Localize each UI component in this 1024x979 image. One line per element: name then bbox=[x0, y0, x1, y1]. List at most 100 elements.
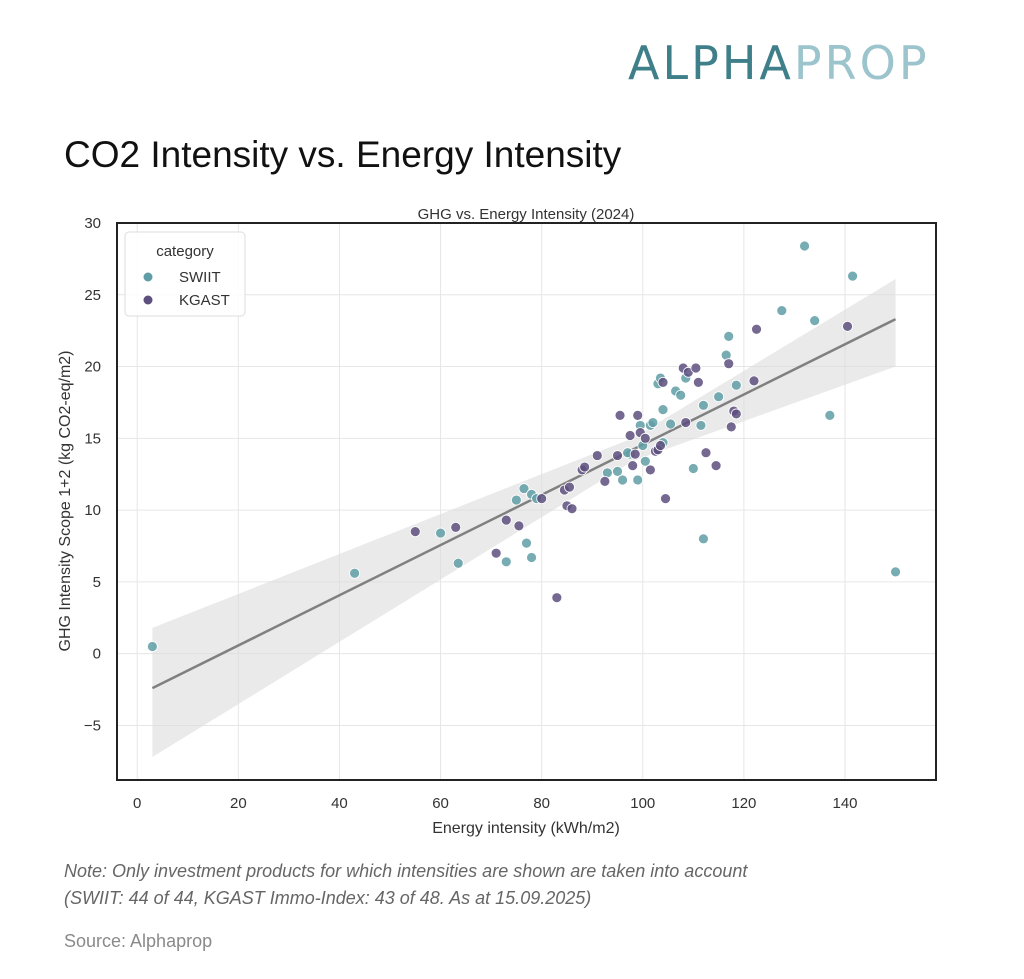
data-point-kgast bbox=[644, 464, 656, 476]
data-point-swiit bbox=[687, 463, 699, 474]
data-point-swiit bbox=[435, 527, 446, 539]
data-point-kgast bbox=[748, 375, 760, 387]
logo-part-alpha: ALPHA bbox=[628, 36, 794, 90]
data-point-swiit bbox=[730, 379, 742, 391]
data-point-swiit bbox=[799, 240, 810, 252]
data-point-kgast bbox=[657, 376, 669, 388]
footnote-line-1: Note: Only investment products for which… bbox=[64, 861, 748, 881]
x-tick-label: 120 bbox=[731, 795, 756, 812]
x-axis-label: Energy intensity (kWh/m2) bbox=[432, 820, 620, 837]
chart-title: GHG vs. Energy Intensity (2024) bbox=[418, 206, 635, 223]
x-tick-label: 0 bbox=[133, 795, 141, 812]
footnote-line-2: (SWIIT: 44 of 44, KGAST Immo-Index: 43 o… bbox=[64, 888, 592, 908]
y-tick-label: 30 bbox=[84, 215, 101, 232]
data-point-swiit bbox=[809, 315, 821, 327]
data-point-kgast bbox=[660, 493, 671, 505]
y-tick-labels: −5 0 5 10 15 20 25 30 bbox=[84, 215, 101, 734]
y-axis-label: GHG Intensity Scope 1+2 (kg CO2-eq/m2) bbox=[57, 350, 74, 651]
data-point-kgast bbox=[599, 476, 611, 487]
y-tick-label: 15 bbox=[84, 430, 101, 447]
x-tick-label: 20 bbox=[230, 795, 247, 812]
data-point-swiit bbox=[349, 567, 361, 579]
data-point-kgast bbox=[723, 358, 735, 370]
data-point-kgast bbox=[690, 362, 702, 374]
legend-box bbox=[124, 231, 246, 317]
data-point-kgast bbox=[513, 520, 525, 532]
footnote: Note: Only investment products for which… bbox=[64, 858, 747, 912]
data-point-swiit bbox=[824, 409, 836, 421]
data-point-kgast bbox=[450, 521, 462, 533]
data-point-swiit bbox=[639, 455, 651, 467]
legend-marker-swiit bbox=[143, 272, 153, 282]
scatter-chart: GHG vs. Energy Intensity (2024) 0 20 40 60 8… bbox=[57, 206, 937, 837]
y-tick-label: 20 bbox=[84, 359, 101, 376]
data-point-swiit bbox=[695, 420, 707, 431]
data-point-swiit bbox=[452, 557, 464, 569]
legend-title: category bbox=[156, 243, 214, 260]
data-point-swiit bbox=[612, 465, 623, 477]
legend-label-kgast: KGAST bbox=[179, 292, 230, 309]
data-point-kgast bbox=[632, 409, 644, 421]
data-point-kgast bbox=[614, 409, 626, 421]
data-point-kgast bbox=[566, 503, 578, 515]
x-tick-label: 100 bbox=[630, 795, 655, 812]
page-title: CO2 Intensity vs. Energy Intensity bbox=[64, 134, 622, 175]
data-point-swiit bbox=[657, 404, 669, 416]
data-point-swiit bbox=[500, 556, 512, 568]
data-point-swiit bbox=[647, 417, 659, 428]
data-point-kgast bbox=[591, 450, 603, 461]
data-point-kgast bbox=[500, 514, 512, 526]
data-point-kgast bbox=[564, 481, 575, 493]
x-tick-label: 60 bbox=[432, 795, 449, 812]
data-point-swiit bbox=[713, 391, 725, 403]
data-point-kgast bbox=[490, 547, 502, 559]
legend-label-swiit: SWIIT bbox=[179, 269, 221, 286]
x-tick-labels: 0 20 40 60 80 100 120 140 bbox=[133, 795, 857, 812]
data-point-kgast bbox=[579, 461, 591, 473]
data-point-kgast bbox=[629, 448, 641, 460]
data-point-kgast bbox=[551, 592, 563, 604]
data-point-kgast bbox=[655, 440, 666, 451]
y-tick-label: −5 bbox=[84, 717, 101, 734]
data-point-kgast bbox=[680, 417, 692, 428]
regression-line-group bbox=[151, 318, 897, 690]
data-points bbox=[146, 240, 901, 652]
data-point-swiit bbox=[890, 566, 901, 578]
logo-part-prop: PROP bbox=[793, 36, 930, 90]
data-point-swiit bbox=[510, 494, 522, 506]
y-tick-label: 10 bbox=[84, 502, 101, 519]
data-point-swiit bbox=[776, 305, 788, 316]
regression-line bbox=[151, 318, 897, 690]
data-point-swiit bbox=[526, 552, 537, 563]
data-point-swiit bbox=[632, 474, 644, 486]
data-point-swiit bbox=[698, 399, 709, 411]
confidence-band bbox=[152, 278, 896, 758]
data-point-kgast bbox=[627, 460, 639, 472]
data-point-kgast bbox=[710, 460, 722, 472]
data-point-swiit bbox=[723, 331, 735, 342]
data-point-kgast bbox=[624, 430, 636, 441]
x-tick-label: 40 bbox=[331, 795, 348, 812]
data-point-swiit bbox=[847, 270, 858, 282]
data-point-kgast bbox=[612, 450, 623, 461]
confidence-band-area bbox=[152, 278, 896, 758]
data-point-kgast bbox=[700, 447, 712, 459]
data-point-swiit bbox=[675, 389, 687, 401]
data-point-swiit bbox=[146, 641, 158, 652]
data-point-kgast bbox=[842, 320, 853, 332]
alphaprop-logo: ALPHAPROP bbox=[628, 36, 930, 90]
plot-frame bbox=[116, 222, 937, 781]
data-point-kgast bbox=[409, 526, 421, 538]
data-point-kgast bbox=[536, 493, 548, 505]
y-tick-label: 25 bbox=[84, 287, 101, 304]
x-tick-label: 80 bbox=[533, 795, 550, 812]
data-point-swiit bbox=[521, 537, 532, 549]
data-point-kgast bbox=[639, 432, 651, 444]
data-point-kgast bbox=[730, 408, 742, 420]
data-point-swiit bbox=[617, 474, 628, 486]
x-tick-label: 140 bbox=[832, 795, 857, 812]
y-tick-label: 5 bbox=[93, 574, 101, 591]
data-point-swiit bbox=[698, 533, 709, 545]
data-point-kgast bbox=[725, 421, 737, 433]
y-tick-label: 0 bbox=[93, 646, 101, 663]
